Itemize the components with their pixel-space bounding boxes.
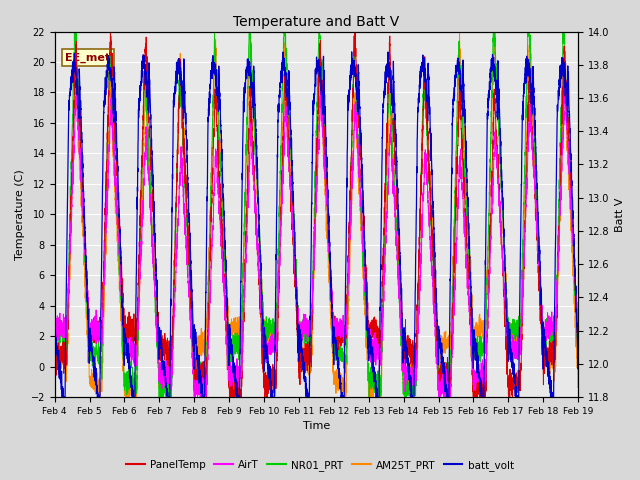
Title: Temperature and Batt V: Temperature and Batt V	[233, 15, 399, 29]
Legend: PanelTemp, AirT, NR01_PRT, AM25T_PRT, batt_volt: PanelTemp, AirT, NR01_PRT, AM25T_PRT, ba…	[122, 456, 518, 475]
Y-axis label: Batt V: Batt V	[615, 197, 625, 231]
Text: EE_met: EE_met	[65, 53, 110, 63]
Y-axis label: Temperature (C): Temperature (C)	[15, 169, 25, 260]
X-axis label: Time: Time	[303, 421, 330, 432]
